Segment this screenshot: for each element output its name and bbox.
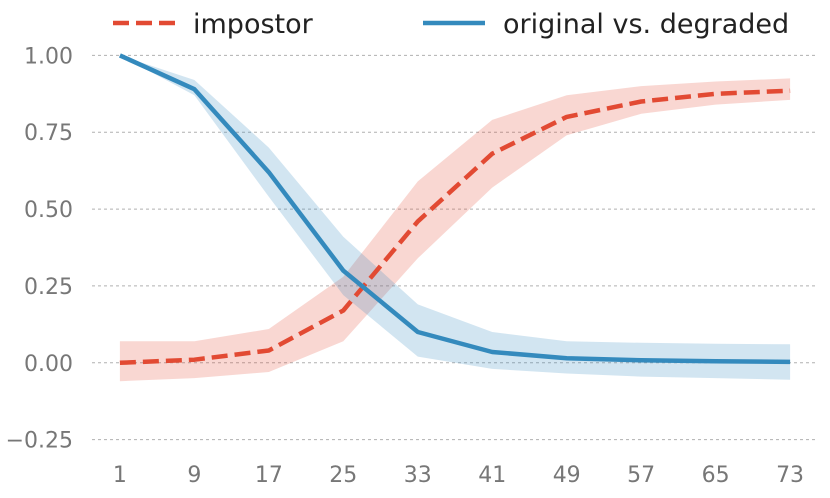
y-tick-label: −0.25 bbox=[6, 429, 73, 454]
y-tick-label: 0.00 bbox=[24, 352, 73, 377]
x-tick-label: 9 bbox=[187, 463, 201, 488]
y-tick-label: 0.25 bbox=[24, 275, 73, 300]
series-line-impostor bbox=[119, 88, 791, 366]
x-tick-label: 33 bbox=[404, 463, 432, 488]
x-tick-label: 17 bbox=[255, 463, 283, 488]
confidence-band-impostor bbox=[119, 78, 791, 382]
x-tick-label: 57 bbox=[627, 463, 655, 488]
legend-label: impostor bbox=[193, 9, 314, 40]
x-tick-label: 41 bbox=[478, 463, 506, 488]
x-tick-label: 49 bbox=[553, 463, 581, 488]
y-tick-label: 1.00 bbox=[24, 44, 73, 69]
x-tick-label: 1 bbox=[113, 463, 127, 488]
series-line-original-vs-degraded bbox=[118, 53, 791, 365]
x-tick-label: 73 bbox=[776, 463, 804, 488]
legend-label: original vs. degraded bbox=[503, 9, 789, 40]
x-tick-label: 25 bbox=[329, 463, 357, 488]
y-tick-label: 0.50 bbox=[24, 198, 73, 223]
x-tick-label: 65 bbox=[702, 463, 730, 488]
y-tick-label: 0.75 bbox=[24, 121, 73, 146]
